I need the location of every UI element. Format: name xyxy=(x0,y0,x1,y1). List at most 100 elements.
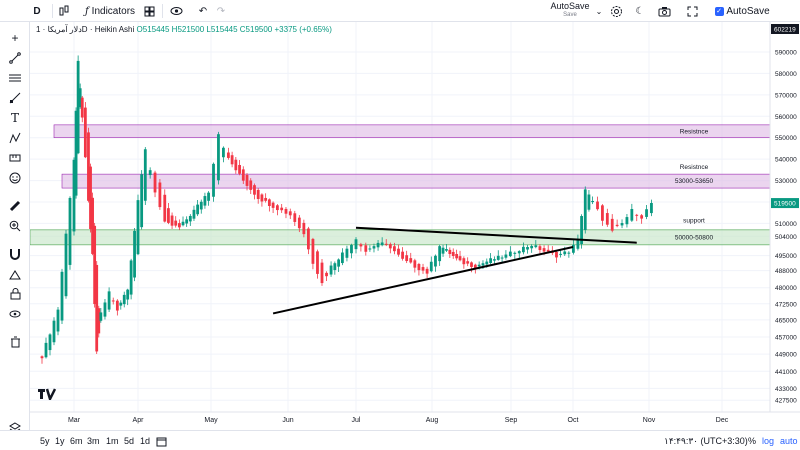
log-toggle[interactable]: log xyxy=(762,436,775,446)
price-tick-label: 580000 xyxy=(775,71,797,78)
crosshair-icon[interactable]: + xyxy=(11,31,19,45)
time-tick-label: Dec xyxy=(716,417,729,424)
checkbox-check-icon: ✓ xyxy=(714,6,724,16)
candle-body xyxy=(393,246,396,252)
candle-body xyxy=(68,197,72,265)
calendar-range-icon[interactable] xyxy=(156,431,167,450)
range-button-1m[interactable]: 1m xyxy=(106,436,119,446)
candle-body xyxy=(174,220,178,226)
magnet-icon[interactable] xyxy=(5,246,25,262)
zoom-in-icon[interactable] xyxy=(5,218,25,234)
candle-body xyxy=(249,180,253,190)
candle-body xyxy=(284,208,288,214)
camera-icon[interactable] xyxy=(656,0,672,22)
clock-display[interactable]: ۱۴:۴۹:۳۰ (UTC+3:30) xyxy=(664,435,748,446)
time-axis: Mar Apr May Jun Jul Aug Sep Oct Nov Dec xyxy=(30,411,800,424)
candle-body xyxy=(140,174,144,228)
price-tick-label: 495000 xyxy=(775,253,797,260)
chart-legend: دلار آمریکا · 1D · Heikin Ashi O515445 H… xyxy=(36,25,332,34)
measure-ruler-icon[interactable] xyxy=(5,150,25,166)
indicators-button[interactable]: ƒ Indicators xyxy=(84,0,136,22)
candle-body xyxy=(591,200,595,203)
candle-body xyxy=(513,252,517,254)
candle-body xyxy=(185,219,189,224)
candle-body xyxy=(485,261,489,265)
top-price-marker xyxy=(771,24,799,34)
emoji-icon[interactable] xyxy=(5,170,25,186)
candle-body xyxy=(148,170,152,176)
lock-icon[interactable] xyxy=(5,286,25,302)
candle-body xyxy=(76,60,80,154)
auto-toggle[interactable]: auto xyxy=(780,436,798,446)
pattern-icon[interactable] xyxy=(5,130,25,146)
interval-button[interactable]: D xyxy=(33,5,41,17)
candle-body xyxy=(372,246,376,249)
price-chart[interactable]: Resistnce Resistnce 53000-53650 support 5000… xyxy=(29,22,800,432)
candle-body xyxy=(264,197,268,201)
range-button-5d[interactable]: 5d xyxy=(124,436,135,446)
autosave-checkbox[interactable]: ✓ xyxy=(714,0,724,22)
horizontal-lines-icon[interactable] xyxy=(5,70,25,86)
candle-body xyxy=(473,264,477,269)
candle-body xyxy=(115,300,119,311)
candle-body xyxy=(451,251,455,257)
trendline-icon[interactable] xyxy=(5,50,25,66)
candle-body xyxy=(87,132,90,201)
candle-body xyxy=(489,258,493,263)
hide-drawings-icon[interactable] xyxy=(5,306,25,322)
function-icon: ƒ xyxy=(84,5,89,17)
autosave-status[interactable]: AutoSave Save xyxy=(546,0,594,22)
trendlines xyxy=(272,226,637,315)
range-button-1y[interactable]: 1y xyxy=(55,436,65,446)
close-value: C519500 xyxy=(239,25,273,34)
price-axis: 590000 580000 570000 560000 550000 540000 5300… xyxy=(769,22,800,412)
tradingview-logo[interactable] xyxy=(38,388,58,404)
candle-body xyxy=(470,262,473,267)
top-price-label: 602219 xyxy=(774,27,796,34)
candles xyxy=(40,55,653,364)
candle-body xyxy=(337,259,341,267)
stay-drawing-icon[interactable] xyxy=(5,266,25,282)
fullscreen-icon[interactable] xyxy=(684,0,700,22)
undo-icon[interactable]: ↶ xyxy=(198,5,208,17)
candle-body xyxy=(610,218,614,231)
candle-body xyxy=(44,342,48,358)
time-tick-label: May xyxy=(204,417,218,424)
chart-area[interactable]: Resistnce Resistnce 53000-53650 support 5000… xyxy=(29,22,800,432)
trash-icon[interactable] xyxy=(5,334,25,350)
moon-icon[interactable]: ☾ xyxy=(635,5,645,17)
resistance-label-2: Resistnce xyxy=(680,164,709,171)
candle-body xyxy=(158,182,162,208)
candle-body xyxy=(615,224,619,227)
candle-body xyxy=(493,259,496,261)
candle-body xyxy=(517,251,521,254)
brush-icon[interactable] xyxy=(5,90,25,106)
percent-toggle[interactable]: % xyxy=(748,436,757,446)
price-tick-label: 441000 xyxy=(775,369,797,376)
time-tick-label: Jul xyxy=(352,417,361,424)
range-button-5y[interactable]: 5y xyxy=(40,436,50,446)
candle-body xyxy=(530,245,534,249)
candle-body xyxy=(455,253,459,259)
candle-body xyxy=(267,199,271,207)
templates-icon[interactable] xyxy=(142,0,156,22)
gear-icon[interactable] xyxy=(608,0,624,22)
range-button-3m[interactable]: 3m xyxy=(87,436,100,446)
candle-body xyxy=(466,261,470,264)
redo-icon[interactable]: ↷ xyxy=(216,5,226,17)
candle-body xyxy=(40,356,44,359)
text-tool-icon[interactable]: T xyxy=(10,111,19,125)
eye-icon[interactable] xyxy=(168,0,184,22)
price-tick-label: 504000 xyxy=(775,234,797,241)
bar-style-icon[interactable] xyxy=(56,0,72,22)
toolbar-divider xyxy=(52,4,53,18)
symbol-name: دلار آمریکا xyxy=(47,25,82,34)
ruler-icon[interactable] xyxy=(5,198,25,214)
range-button-1d[interactable]: 1d xyxy=(140,436,151,446)
price-tick-label: 427500 xyxy=(775,398,797,405)
candle-body xyxy=(119,302,123,306)
candle-body xyxy=(567,252,571,254)
chevron-down-icon[interactable]: ⌄ xyxy=(595,6,603,16)
candle-body xyxy=(192,209,196,219)
range-button-6m[interactable]: 6m xyxy=(70,436,83,446)
